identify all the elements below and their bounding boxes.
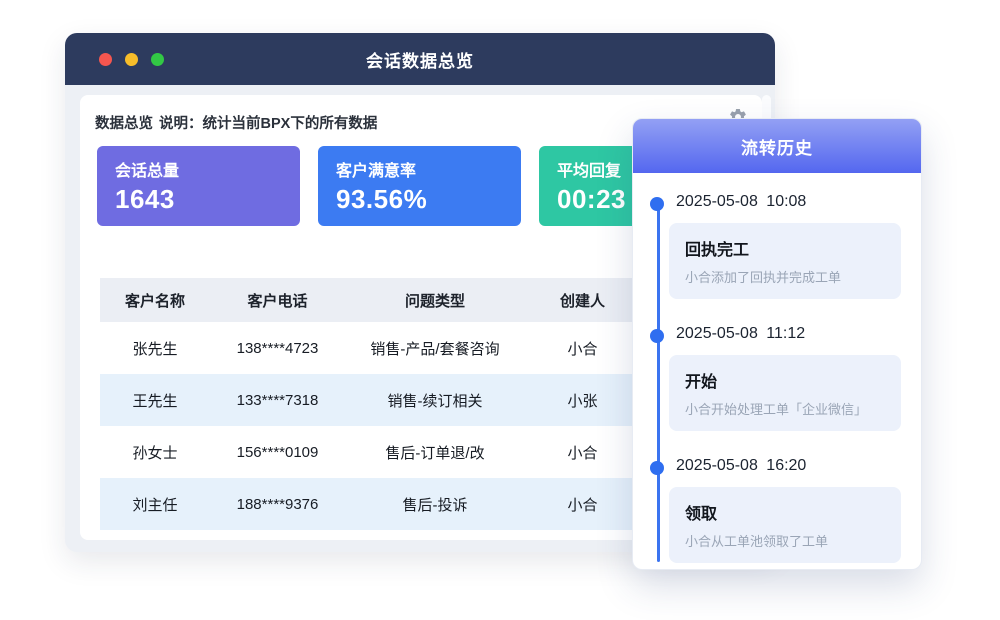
overview-subtitle-desc: 说明：统计当前BPX下的所有数据 [159, 116, 378, 132]
overview-subtitle-label: 数据总览 [95, 116, 153, 132]
flow-history-title: 流转历史 [741, 138, 813, 158]
entry-description: 小合开始处理工单「企业微信」 [685, 402, 868, 417]
stat-card-satisfaction: 客户满意率 93.56% [318, 146, 521, 226]
entry-title: 领取 [685, 506, 718, 523]
cell-issue-type: 销售-产品/套餐咨询 [370, 340, 500, 358]
entry-timestamp: 2025-05-08 10:08 [676, 193, 807, 210]
minimize-button[interactable] [125, 52, 138, 66]
stat-label: 平均回复 [557, 163, 622, 180]
cell-creator: 小合 [567, 340, 598, 358]
cell-creator: 小合 [567, 444, 598, 462]
column-header-customer-phone: 客户电话 [247, 292, 308, 310]
entry-description: 小合添加了回执并完成工单 [685, 270, 842, 285]
overview-subtitle: 数据总览 说明：统计当前BPX下的所有数据 [95, 112, 377, 133]
timeline-entry: 2025-05-08 10:08 回执完工 小合添加了回执并完成工单 [650, 193, 901, 299]
entry-timestamp: 2025-05-08 11:12 [676, 325, 806, 342]
close-button[interactable] [99, 52, 112, 66]
cell-customer-name: 王先生 [132, 392, 178, 410]
zoom-button[interactable] [151, 52, 164, 66]
column-header-creator: 创建人 [559, 292, 605, 310]
stat-value: 1643 [115, 184, 175, 214]
timeline-entry: 2025-05-08 11:12 开始 小合开始处理工单「企业微信」 [650, 325, 901, 431]
entry-description: 小合从工单池领取了工单 [685, 534, 829, 549]
window-titlebar: 会话数据总览 [65, 33, 775, 85]
cell-customer-name: 张先生 [132, 340, 178, 358]
column-header-customer-name: 客户名称 [124, 292, 185, 310]
cell-customer-phone: 133****7318 [236, 391, 319, 409]
cell-customer-phone: 138****4723 [236, 339, 319, 357]
cell-customer-phone: 156****0109 [236, 443, 319, 461]
flow-history-panel: 流转历史 2025-05-08 10:08 回执完工 小合添加了回执并完成工单 … [632, 118, 922, 570]
flow-history-header: 流转历史 [633, 119, 921, 173]
cell-creator: 小张 [567, 392, 598, 410]
entry-card: 开始 小合开始处理工单「企业微信」 [669, 355, 901, 431]
timeline-dot-icon [650, 197, 664, 211]
stat-card-total-sessions: 会话总量 1643 [97, 146, 300, 226]
cell-issue-type: 售后-订单退/改 [385, 444, 485, 462]
timeline-dot-icon [650, 329, 664, 343]
timeline-line [657, 204, 660, 562]
cell-customer-name: 刘主任 [132, 496, 178, 514]
flow-history-timeline: 2025-05-08 10:08 回执完工 小合添加了回执并完成工单 2025-… [633, 173, 921, 563]
entry-card: 回执完工 小合添加了回执并完成工单 [669, 223, 901, 299]
cell-issue-type: 售后-投诉 [402, 496, 468, 514]
cell-creator: 小合 [567, 496, 598, 514]
stat-value: 00:23 [557, 184, 626, 214]
traffic-lights [99, 52, 164, 66]
cell-issue-type: 销售-续订相关 [387, 392, 483, 410]
column-header-issue-type: 问题类型 [404, 292, 465, 310]
stat-label: 会话总量 [115, 163, 180, 180]
entry-title: 开始 [685, 374, 718, 391]
window-title: 会话数据总览 [366, 51, 474, 71]
timeline-dot-icon [650, 461, 664, 475]
timeline-entry: 2025-05-08 16:20 领取 小合从工单池领取了工单 [650, 457, 901, 563]
entry-title: 回执完工 [685, 242, 750, 259]
entry-card: 领取 小合从工单池领取了工单 [669, 487, 901, 563]
entry-timestamp: 2025-05-08 16:20 [676, 457, 807, 474]
stat-value: 93.56% [336, 184, 428, 214]
cell-customer-phone: 188****9376 [236, 495, 319, 513]
cell-customer-name: 孙女士 [132, 444, 178, 462]
stat-label: 客户满意率 [336, 163, 417, 180]
